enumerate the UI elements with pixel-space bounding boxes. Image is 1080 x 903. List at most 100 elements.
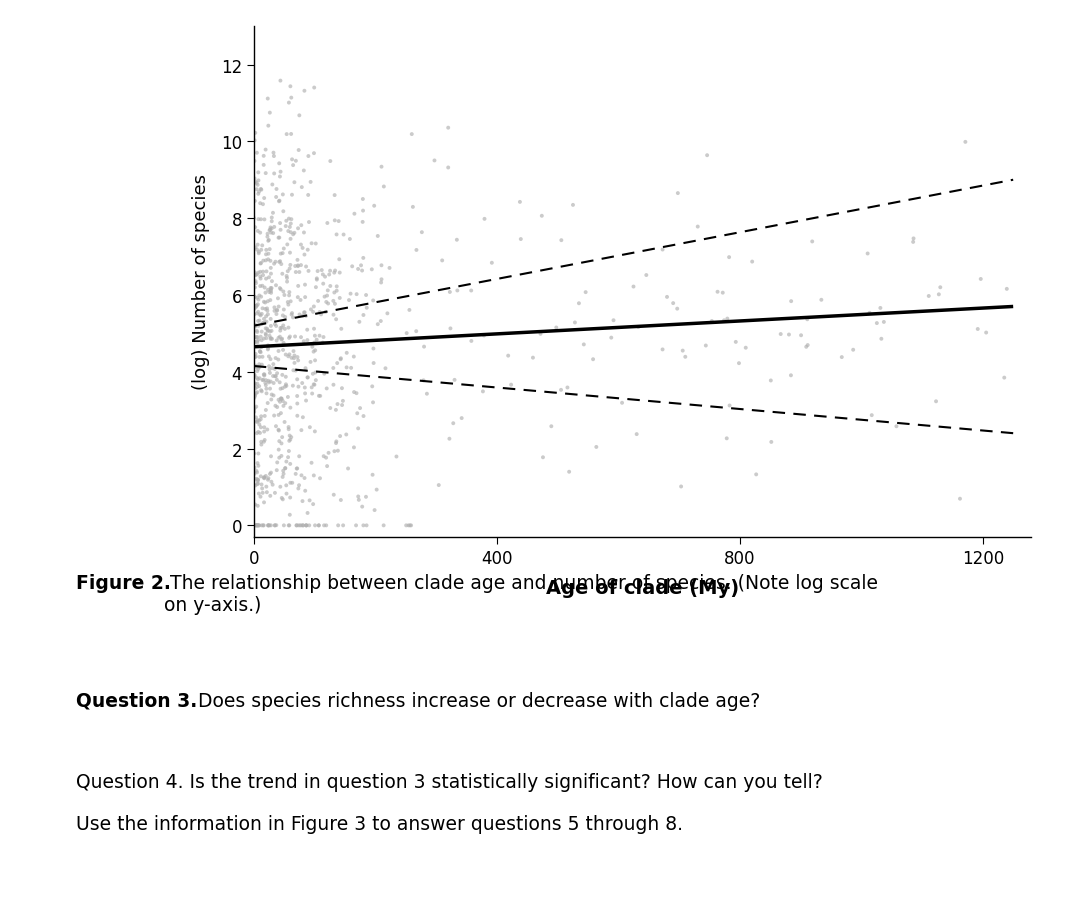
Point: [388, 450, 405, 464]
Point: [605, 313, 622, 328]
Point: [246, 290, 264, 304]
Point: [314, 268, 332, 283]
Point: [257, 254, 274, 268]
Point: [271, 256, 288, 270]
Point: [252, 272, 269, 286]
Point: [270, 424, 287, 438]
Point: [258, 302, 275, 316]
Point: [613, 396, 631, 411]
Point: [998, 283, 1015, 297]
Point: [280, 444, 297, 459]
Point: [276, 380, 294, 395]
Point: [247, 275, 265, 289]
Point: [335, 518, 352, 533]
Point: [280, 420, 297, 434]
Point: [720, 251, 738, 265]
Point: [255, 317, 272, 331]
Point: [265, 227, 282, 241]
Point: [298, 323, 315, 338]
Point: [258, 486, 275, 500]
Point: [286, 227, 303, 241]
Point: [272, 324, 289, 339]
Point: [257, 470, 274, 484]
Point: [245, 211, 262, 226]
Point: [253, 333, 270, 348]
Point: [248, 415, 266, 430]
Point: [302, 456, 320, 470]
Point: [259, 92, 276, 107]
Point: [246, 268, 264, 283]
Point: [265, 146, 282, 161]
Point: [252, 309, 269, 323]
Point: [268, 307, 285, 321]
Point: [813, 293, 831, 308]
Point: [354, 204, 372, 219]
Point: [373, 314, 390, 329]
Point: [957, 135, 974, 150]
Point: [249, 477, 267, 491]
Point: [288, 461, 306, 476]
Point: [280, 349, 297, 364]
Point: [247, 319, 265, 333]
Point: [295, 335, 312, 349]
Point: [271, 217, 288, 231]
Point: [248, 414, 266, 428]
Point: [270, 442, 287, 457]
Point: [350, 263, 367, 277]
Point: [512, 233, 529, 247]
Point: [333, 493, 350, 507]
Point: [905, 232, 922, 247]
Point: [264, 388, 281, 403]
Point: [799, 339, 816, 353]
Point: [698, 339, 715, 353]
Point: [272, 247, 289, 262]
Point: [258, 479, 275, 494]
Point: [307, 344, 324, 358]
Point: [268, 320, 285, 334]
Point: [283, 189, 300, 203]
Point: [253, 243, 270, 257]
Point: [270, 344, 287, 358]
Point: [403, 518, 420, 533]
Point: [307, 424, 324, 439]
Point: [348, 386, 365, 401]
Point: [282, 401, 299, 415]
Point: [274, 470, 292, 485]
Point: [283, 306, 300, 321]
Point: [272, 382, 289, 396]
Point: [248, 177, 266, 191]
Point: [328, 357, 346, 371]
Point: [256, 409, 273, 424]
Point: [246, 303, 264, 317]
Point: [255, 265, 272, 280]
Point: [288, 350, 306, 365]
Point: [252, 360, 269, 375]
Point: [286, 357, 303, 371]
Point: [248, 466, 266, 480]
Point: [270, 300, 287, 314]
Point: [251, 414, 268, 428]
Point: [276, 396, 294, 411]
Point: [397, 518, 415, 533]
Point: [259, 343, 276, 358]
Point: [280, 518, 297, 533]
Point: [297, 260, 314, 275]
Point: [247, 175, 265, 190]
Point: [253, 518, 270, 533]
Point: [266, 409, 283, 424]
Point: [261, 107, 279, 121]
Point: [279, 272, 296, 286]
Point: [289, 259, 307, 274]
Point: [274, 343, 292, 358]
Point: [670, 187, 687, 201]
Point: [603, 331, 620, 346]
Point: [270, 408, 287, 423]
Point: [264, 478, 281, 492]
Point: [311, 471, 328, 486]
Point: [268, 373, 285, 387]
Point: [727, 335, 744, 349]
Point: [291, 479, 308, 493]
Point: [262, 320, 280, 334]
Point: [248, 380, 266, 395]
Point: [266, 362, 283, 377]
